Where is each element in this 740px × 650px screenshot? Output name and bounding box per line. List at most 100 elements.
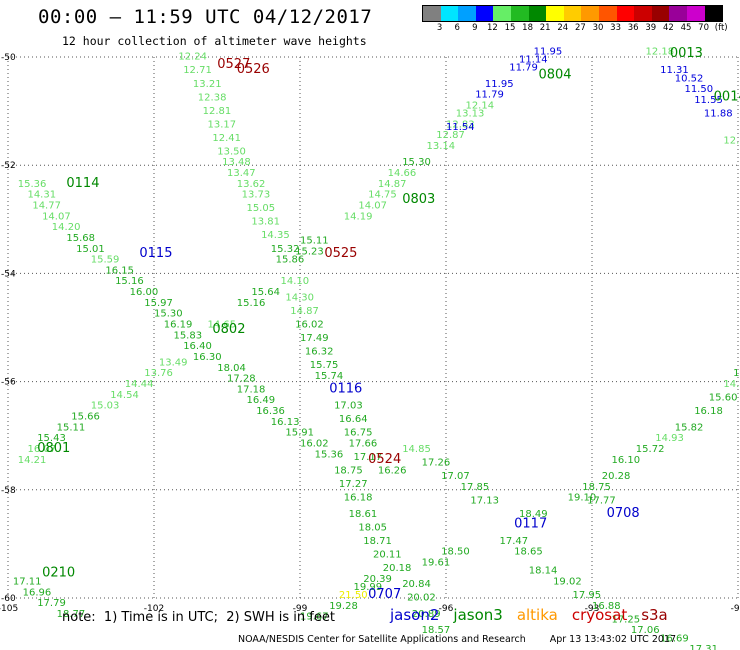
wave-height-label: 12.81 — [203, 106, 232, 117]
wave-height-label: 18.75 — [582, 482, 611, 493]
wave-height-label: 15.91 — [285, 428, 314, 439]
wave-height-label: 16.00 — [130, 287, 159, 298]
wave-height-label: 14.75 — [368, 190, 397, 201]
wave-height-label: 14.65 — [208, 320, 237, 331]
wave-height-label: 14.35 — [261, 230, 290, 241]
x-tick-label: -99 — [293, 604, 308, 614]
wave-height-label: 14.85 — [402, 444, 431, 455]
x-tick-label: -105 — [0, 604, 18, 614]
wave-height-label: 16.19 — [164, 320, 193, 331]
wave-height-label: 12.14 — [465, 100, 494, 111]
color-swatch — [704, 6, 723, 21]
color-scale-tick: 3 — [436, 23, 443, 33]
color-swatch — [616, 6, 635, 21]
color-swatch — [634, 6, 652, 21]
wave-height-label: 16.18 — [344, 493, 373, 504]
wave-height-label: 15.72 — [636, 444, 665, 455]
satellite-legend-item: cryosat — [571, 606, 628, 624]
wave-height-label: 16.40 — [183, 341, 212, 352]
color-scale-ticks: 3 6 9 12 15 18 21 24 27 30 33 36 39 42 45 70 (ft) — [422, 23, 740, 35]
y-tick-label: -50 — [1, 53, 16, 63]
wave-height-label: 11.88 — [704, 109, 733, 120]
wave-height-label: 13.21 — [193, 79, 222, 90]
wave-height-label: 16.64 — [339, 414, 368, 425]
wave-height-label: 17.07 — [441, 471, 470, 482]
wave-height-label: 16.02 — [300, 439, 329, 450]
wave-height-label: 17.06 — [631, 625, 660, 636]
wave-height-label: 15.91 — [733, 368, 740, 379]
wave-height-label: 10.52 — [675, 73, 704, 84]
wave-height-label: 18.50 — [441, 547, 470, 558]
satellite-legend-item: jason2 — [390, 606, 440, 624]
color-scale-tick: 33 — [610, 23, 622, 33]
wave-height-label: 15.59 — [91, 255, 120, 266]
wave-height-label: 18.65 — [514, 547, 543, 558]
wave-height-label: 17.95 — [573, 590, 602, 601]
color-scale-tick: 12 — [486, 23, 498, 33]
wave-height-label: 17.25 — [611, 614, 640, 625]
color-swatch — [581, 6, 599, 21]
wave-height-label: 20.18 — [383, 563, 412, 574]
wave-height-label: 18.05 — [358, 522, 387, 533]
wave-height-label: 15.97 — [144, 298, 173, 309]
wave-height-label: 15.16 — [237, 298, 266, 309]
wave-height-label: 15.36 — [315, 449, 344, 460]
page-subtitle: 12 hour collection of altimeter wave hei… — [62, 34, 367, 48]
y-tick-label: -58 — [1, 486, 16, 496]
wave-height-label: 16.36 — [256, 406, 285, 417]
color-scale-tick: 6 — [454, 23, 460, 33]
pass-id-label: 0708 — [607, 506, 640, 521]
wave-height-label: 13.48 — [222, 157, 251, 168]
pass-id-label: 0114 — [66, 176, 99, 191]
wave-height-label: 13.62 — [237, 179, 266, 190]
wave-height-label: 11.31 — [660, 65, 689, 76]
color-scale-tick: 39 — [645, 23, 657, 33]
wave-height-label: 15.05 — [246, 203, 275, 214]
wave-height-label: 16.32 — [305, 347, 334, 358]
wave-height-label: 16.02 — [295, 320, 324, 331]
wave-height-label: 16.07 — [27, 444, 56, 455]
pass-id-label: 0117 — [514, 517, 547, 532]
pass-id-label: 0013 — [670, 46, 703, 61]
wave-height-label: 17.66 — [349, 439, 378, 450]
wave-height-label: 15.83 — [173, 330, 202, 341]
wave-height-label: 20.28 — [602, 471, 631, 482]
wave-height-label: 14.79 — [723, 379, 740, 390]
color-swatch — [546, 6, 564, 21]
satellite-legend-item: altika — [516, 606, 558, 624]
wave-height-label: 14.07 — [358, 200, 387, 211]
wave-height-label: 11.95 — [485, 79, 514, 90]
color-swatch — [493, 6, 511, 21]
wave-height-label: 11.14 — [519, 54, 548, 65]
wave-height-label: 15.11 — [300, 236, 329, 247]
wave-height-label: 15.43 — [37, 433, 66, 444]
wave-height-label: 17.85 — [461, 482, 490, 493]
wave-height-label: 13.17 — [208, 119, 237, 130]
wave-height-label: 17.79 — [37, 598, 66, 609]
wave-height-label: 11.79 — [509, 63, 538, 74]
wave-height-label: 12.41 — [212, 133, 241, 144]
x-tick-label: -90 — [731, 604, 740, 614]
page-title: 00:00 – 11:59 UTC 04/12/2017 — [38, 6, 373, 28]
pass-id-label: 0115 — [139, 246, 172, 261]
wave-height-label: 15.32 — [271, 244, 300, 255]
wave-height-label: 12.38 — [198, 92, 227, 103]
wave-height-label: 20.89 — [412, 609, 441, 620]
wave-height-label: 17.31 — [689, 644, 718, 650]
generated-timestamp: Apr 13 13:43:02 UTC 2017 — [549, 634, 676, 645]
wave-height-label: 19.02 — [553, 576, 582, 587]
color-scale-tick: 30 — [592, 23, 604, 33]
wave-height-label: 11.54 — [446, 122, 475, 133]
wave-height-label: 12.61 — [723, 136, 740, 147]
color-swatch — [686, 6, 705, 21]
wave-height-label: 17.26 — [422, 457, 451, 468]
wave-height-label: 15.30 — [154, 309, 183, 320]
satellite-legend-item: s3a — [641, 606, 668, 624]
x-tick-label: -93 — [585, 604, 600, 614]
pass-id-label: 0014 — [714, 89, 740, 104]
wave-height-label: 15.66 — [71, 411, 100, 422]
wave-height-label: 17.27 — [339, 479, 368, 490]
wave-height-label: 14.10 — [281, 276, 310, 287]
wave-height-label: 19.99 — [354, 582, 383, 593]
